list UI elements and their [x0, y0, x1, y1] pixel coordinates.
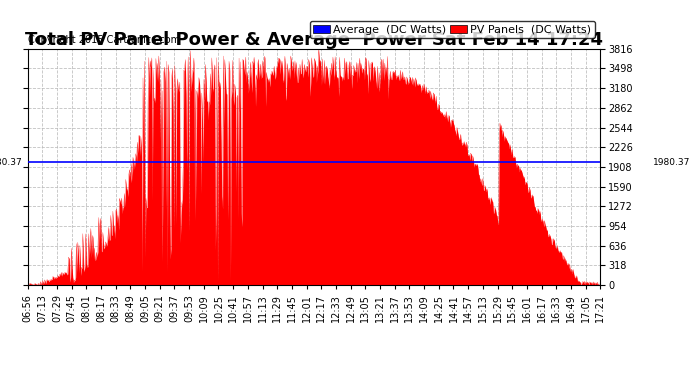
Title: Total PV Panel Power & Average  Power Sat Feb 14 17:24: Total PV Panel Power & Average Power Sat… — [25, 31, 603, 49]
Text: ← 1980.37: ← 1980.37 — [0, 158, 22, 167]
Legend: Average  (DC Watts), PV Panels  (DC Watts): Average (DC Watts), PV Panels (DC Watts) — [310, 21, 595, 38]
Text: 1980.37: 1980.37 — [653, 158, 690, 167]
Text: Copyright 2015 Cartronics.com: Copyright 2015 Cartronics.com — [28, 34, 179, 45]
